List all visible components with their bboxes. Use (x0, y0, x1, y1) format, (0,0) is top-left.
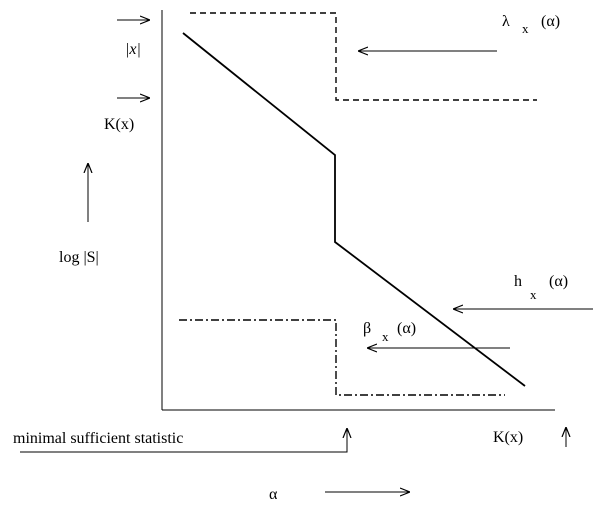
h-curve (182, 32, 526, 387)
h-symbol: h (514, 273, 522, 290)
h-argument: (α) (549, 273, 568, 290)
beta-symbol: β (363, 320, 371, 337)
alpha-label: α (269, 486, 278, 503)
beta-subscript: x (382, 329, 389, 344)
lambda-argument: (α) (541, 13, 560, 30)
mss-arrow (20, 428, 347, 453)
kx-left-label: K(x) (104, 116, 134, 133)
lambda-curve (190, 12, 537, 101)
lambda-symbol: λ (502, 13, 510, 30)
abs-x-label: |x| (125, 41, 141, 58)
kx-bottom-label: K(x) (493, 429, 523, 446)
beta-curve (179, 319, 505, 396)
log-s-label: log |S| (59, 249, 99, 266)
lambda-subscript: x (522, 21, 529, 36)
mss-label: minimal sufficient statistic (13, 430, 183, 447)
beta-argument: (α) (397, 320, 416, 337)
h-subscript: x (530, 287, 537, 302)
